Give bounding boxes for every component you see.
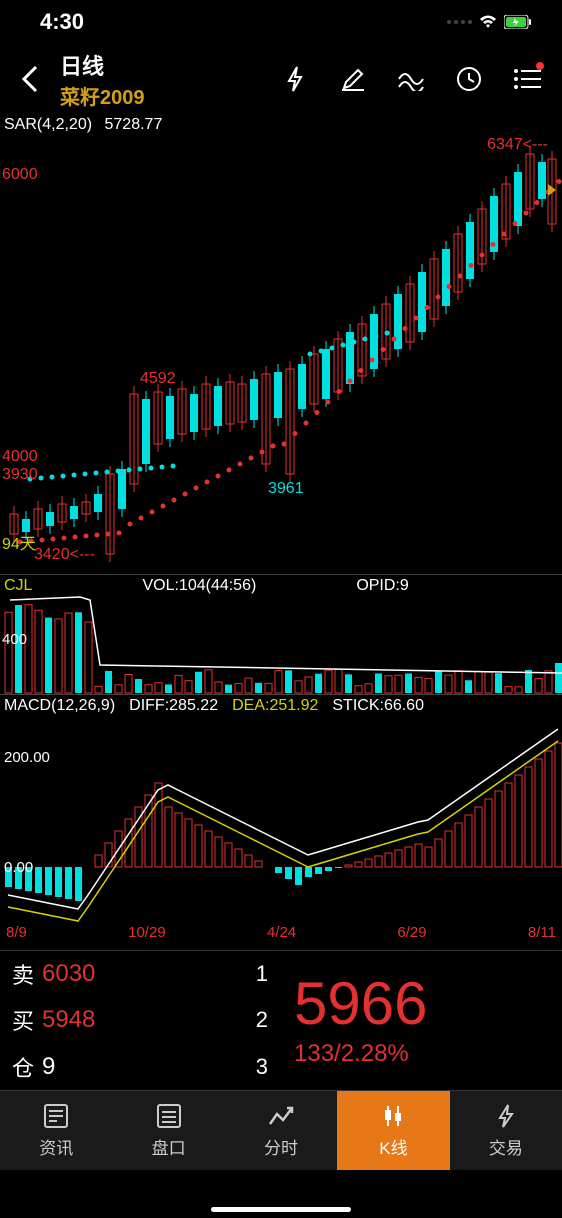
current-price-block: 5966 133/2.28% (280, 951, 562, 1090)
status-time: 4:30 (40, 9, 84, 35)
position-row[interactable]: 仓 9 3 (0, 1044, 280, 1090)
symbol-name: 菜籽2009 (60, 81, 145, 110)
macd-y-label: 200.00 (4, 749, 50, 766)
list-icon (513, 68, 541, 90)
edit-button[interactable] (338, 64, 368, 94)
sell-row[interactable]: 卖 6030 1 (0, 951, 280, 997)
main-chart[interactable]: SAR(4,2,20) 5728.77 6000 4000 3930 6347<… (0, 114, 562, 574)
nav-timeshare[interactable]: 分时 (225, 1091, 337, 1170)
y-axis-label: 4000 (2, 448, 38, 466)
candlestick-chart (0, 114, 562, 574)
chevron-left-icon (21, 65, 39, 93)
macd-labels: MACD(12,26,9) DIFF:285.22 DEA:251.92 STI… (4, 697, 424, 715)
last-price: 5966 (294, 974, 562, 1034)
news-icon (42, 1102, 70, 1130)
mid-low-label: 3961 (268, 480, 304, 498)
list-icon (155, 1102, 183, 1130)
volume-labels: CJL VOL:104(44:56) OPID:9 (4, 577, 558, 595)
date-axis: 8/9 10/29 4/24 6/29 8/11 (0, 924, 562, 950)
chart-period-title: 日线 (60, 49, 145, 81)
sar-indicator-label: SAR(4,2,20) 5728.77 (4, 116, 162, 134)
lightning-icon (283, 65, 307, 93)
candle-icon (379, 1102, 407, 1130)
price-change: 133/2.28% (294, 1040, 562, 1068)
nav-news[interactable]: 资讯 (0, 1091, 112, 1170)
indicator-button[interactable] (396, 64, 426, 94)
y-axis-label: 3930 (2, 466, 38, 484)
buy-row[interactable]: 买 5948 2 (0, 997, 280, 1043)
mid-high-label: 4592 (140, 370, 176, 388)
macd-y-label: 0.00 (4, 859, 33, 876)
y-axis-label: 6000 (2, 166, 38, 184)
home-indicator (211, 1207, 351, 1212)
nav-quote[interactable]: 盘口 (112, 1091, 224, 1170)
status-bar: 4:30 (0, 0, 562, 44)
history-button[interactable] (454, 64, 484, 94)
max-price-label: 6347<--- (487, 136, 548, 154)
status-icons (447, 14, 532, 30)
menu-button[interactable] (512, 64, 542, 94)
day-count-label: 94天 (2, 530, 36, 554)
header: 日线 菜籽2009 (0, 44, 562, 114)
flash-button[interactable] (280, 64, 310, 94)
bottom-nav: 资讯 盘口 分时 K线 交易 (0, 1090, 562, 1170)
title-block: 日线 菜籽2009 (60, 49, 145, 110)
pencil-icon (340, 66, 366, 92)
wifi-icon (478, 14, 498, 30)
macd-chart (0, 695, 562, 925)
min-price-label: 3420<--- (34, 546, 95, 564)
nav-trade[interactable]: 交易 (450, 1091, 562, 1170)
macd-panel[interactable]: MACD(12,26,9) DIFF:285.22 DEA:251.92 STI… (0, 694, 562, 924)
battery-icon (504, 15, 532, 29)
trend-icon (267, 1102, 295, 1130)
volume-panel[interactable]: CJL VOL:104(44:56) OPID:9 400 (0, 574, 562, 694)
clock-icon (456, 66, 482, 92)
lightning-icon (492, 1102, 520, 1130)
back-button[interactable] (10, 59, 50, 99)
vol-y-label: 400 (2, 631, 27, 648)
nav-kline[interactable]: K线 (337, 1091, 449, 1170)
trade-panel: 卖 6030 1 买 5948 2 仓 9 3 5966 133/2.28% (0, 950, 562, 1090)
wave-icon (397, 67, 425, 91)
